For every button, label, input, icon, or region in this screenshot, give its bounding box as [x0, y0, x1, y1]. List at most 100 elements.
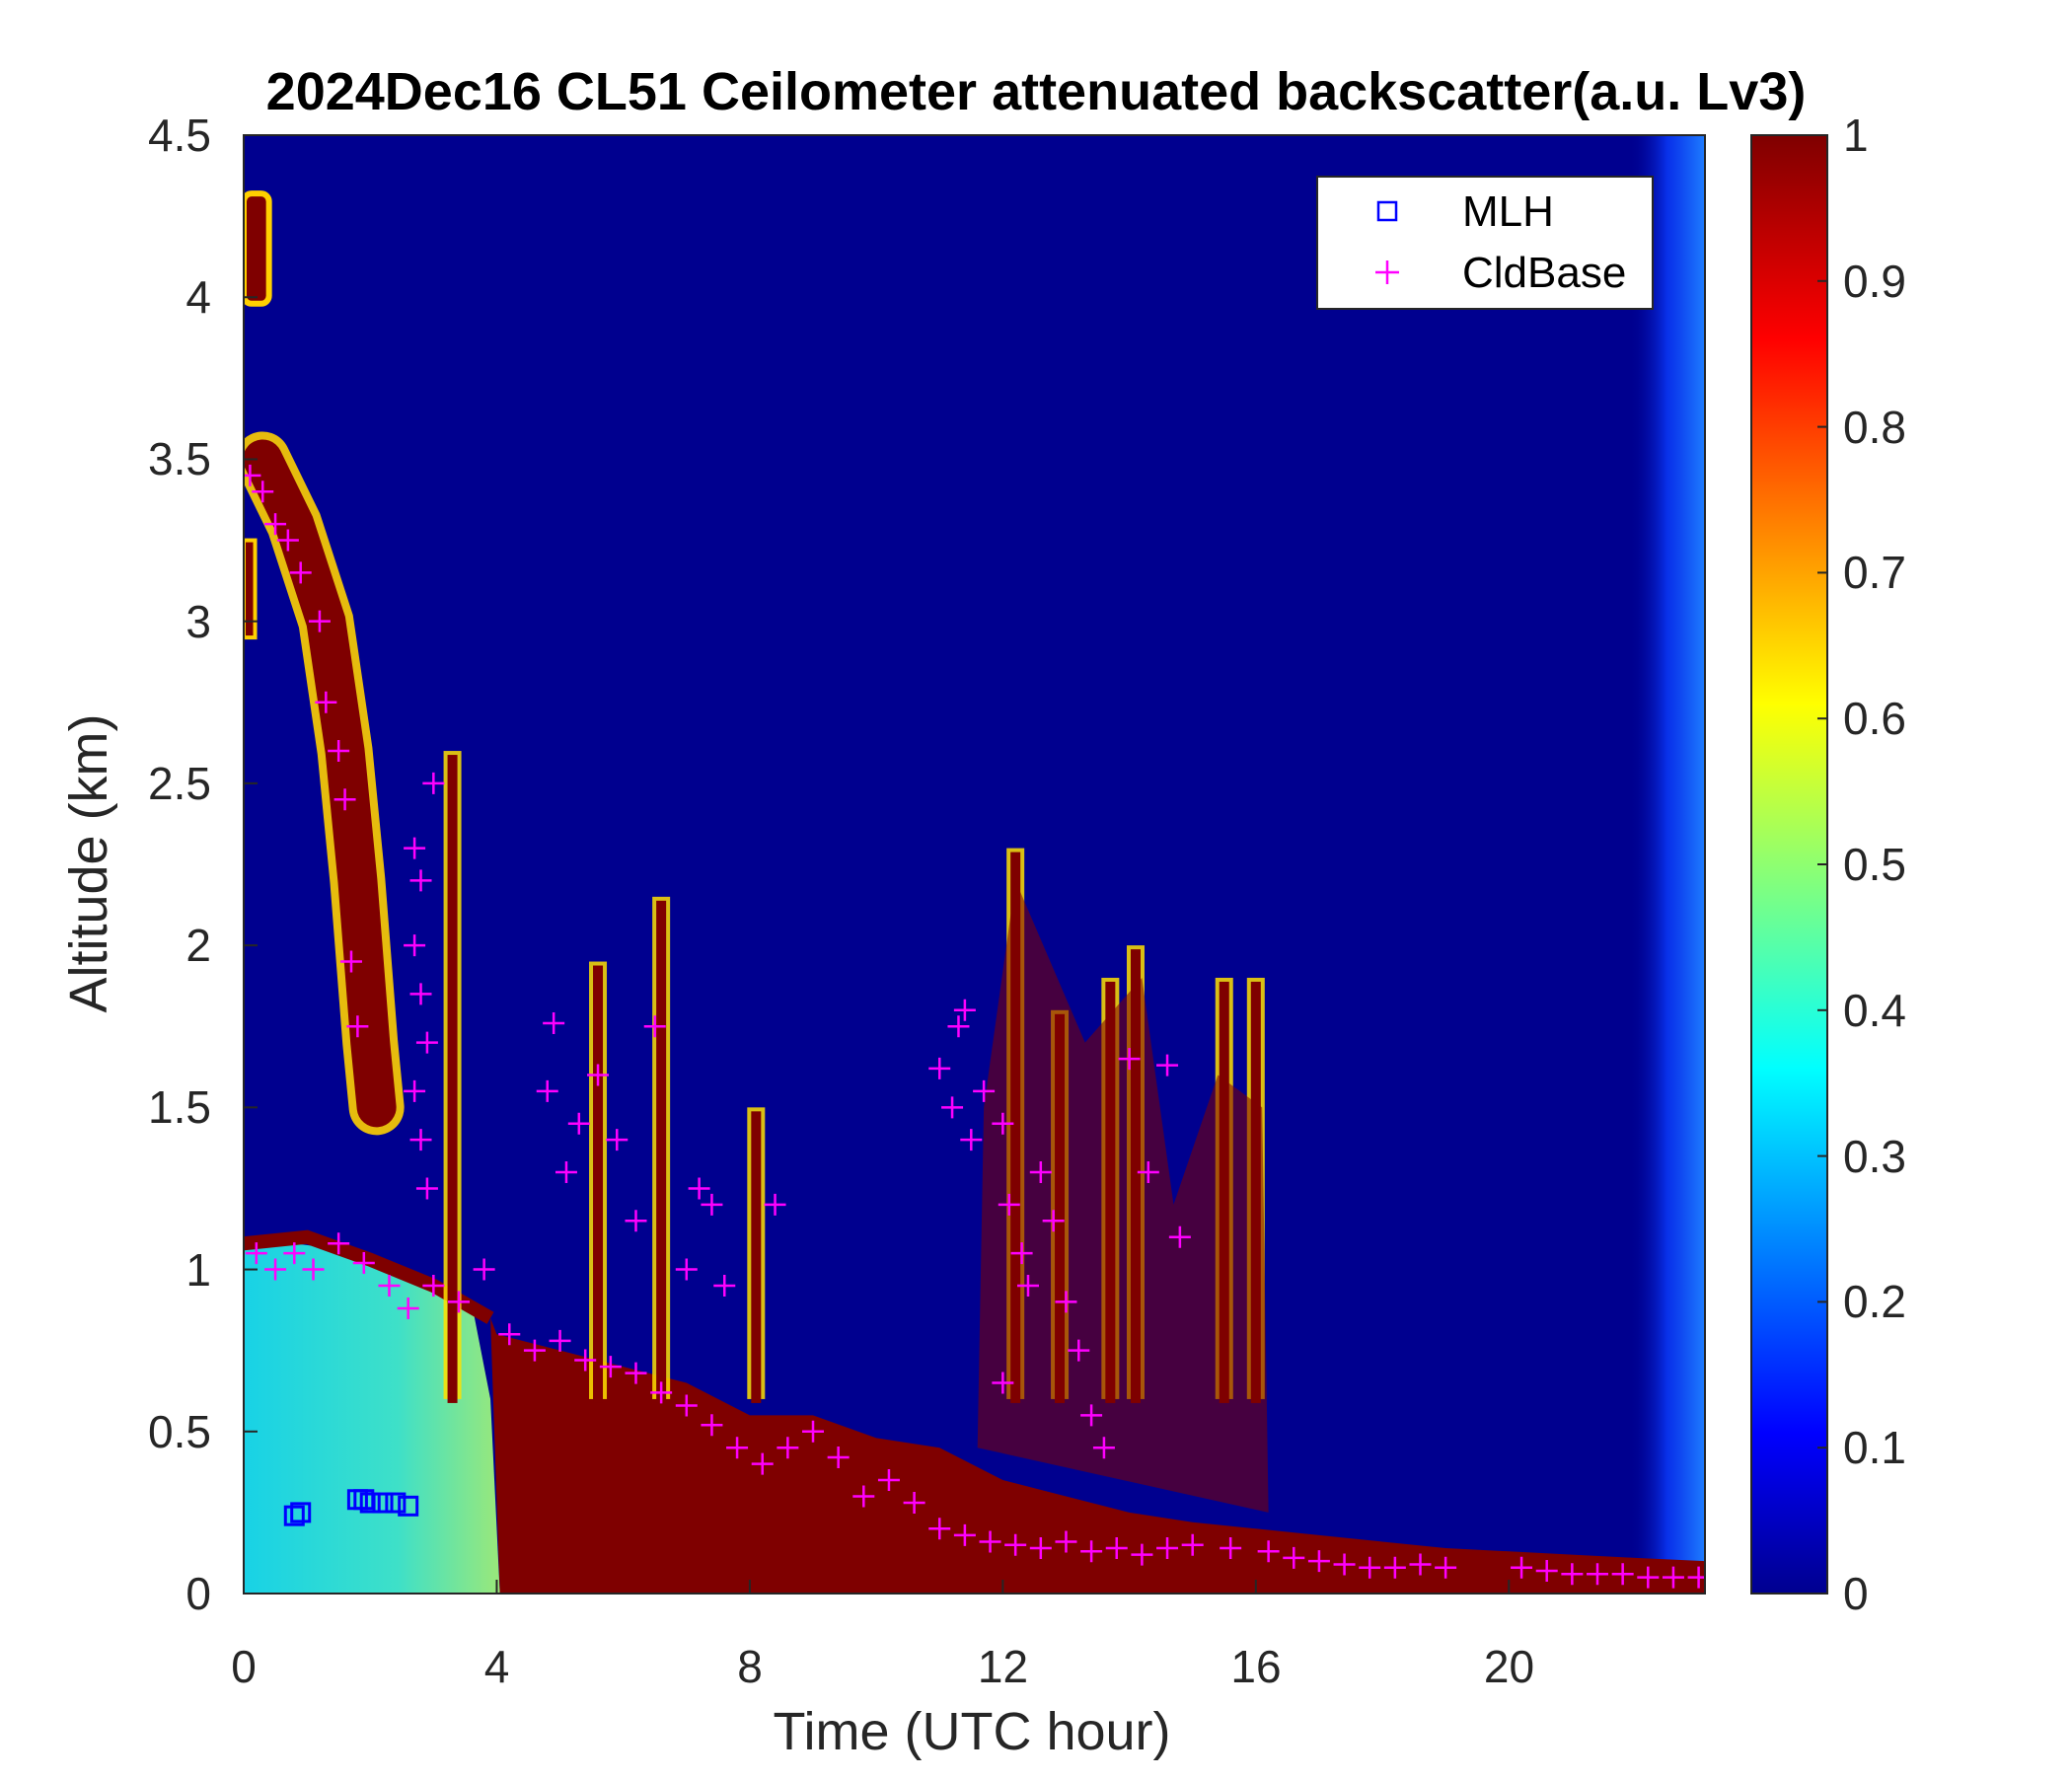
cldbase-marker	[928, 1057, 951, 1079]
y-tick-label: 4	[185, 271, 211, 324]
cldbase-marker	[1055, 1291, 1077, 1313]
cldbase-marker	[1131, 1543, 1153, 1566]
cldbase-marker	[422, 772, 445, 794]
cldbase-marker	[1333, 1553, 1356, 1576]
cldbase-marker	[574, 1349, 597, 1372]
cldbase-marker	[536, 1079, 558, 1102]
cldbase-marker	[1257, 1540, 1280, 1563]
colorbar-tick-label: 0.3	[1843, 1130, 1906, 1182]
cldbase-marker	[333, 788, 356, 811]
plot-frame	[243, 134, 1706, 1595]
cldbase-marker	[1435, 1556, 1457, 1579]
cldbase-marker	[404, 934, 426, 957]
mlh-marker	[372, 1492, 394, 1514]
cldbase-marker	[1307, 1550, 1330, 1573]
cldbase-marker	[1220, 1537, 1242, 1560]
y-tick-label: 2.5	[148, 757, 211, 809]
y-tick-label: 2	[185, 920, 211, 972]
colorbar-tick-label: 0.5	[1843, 839, 1906, 890]
cldbase-marker	[252, 481, 274, 503]
cldbase-marker	[1383, 1556, 1406, 1579]
cldbase-marker	[244, 464, 261, 486]
cldbase-marker	[308, 610, 331, 632]
cldbase-marker	[1587, 1563, 1609, 1586]
x-tick-label: 12	[977, 1641, 1029, 1692]
colorbar	[1750, 134, 1828, 1595]
cldbase-marker	[1042, 1210, 1065, 1232]
legend-entry-cldbase: CldBase	[1318, 245, 1652, 304]
legend-entry-mlh: MLH	[1318, 184, 1652, 243]
cldbase-marker	[1168, 1225, 1191, 1248]
cldbase-marker	[346, 1015, 369, 1038]
cldbase-marker	[1029, 1537, 1052, 1560]
cldbase-marker	[625, 1210, 647, 1232]
cldbase-marker	[751, 1452, 774, 1475]
cldbase-marker	[587, 1064, 610, 1086]
cldbase-marker	[328, 1232, 350, 1255]
cldbase-marker	[1561, 1563, 1584, 1586]
x-axis-label: Time (UTC hour)	[773, 1702, 1171, 1761]
cldbase-marker	[543, 1011, 565, 1034]
cldbase-marker	[979, 1530, 1001, 1553]
mlh-marker	[290, 1502, 312, 1523]
cldbase-marker	[1105, 1537, 1128, 1560]
y-tick-label: 0	[185, 1568, 211, 1619]
cldbase-marker	[992, 1112, 1014, 1135]
cldbase-marker	[397, 1297, 419, 1319]
cldbase-marker	[973, 1079, 996, 1102]
cldbase-marker	[415, 1177, 438, 1200]
cldbase-marker	[567, 1112, 590, 1135]
cldbase-marker	[643, 1015, 666, 1038]
cldbase-marker	[339, 950, 362, 973]
x-tick-label: 16	[1230, 1641, 1282, 1692]
cldbase-marker	[599, 1356, 622, 1378]
cldbase-marker	[264, 513, 287, 536]
cldbase-marker	[328, 740, 350, 763]
cldbase-marker	[1283, 1546, 1305, 1569]
cldbase-marker	[315, 691, 337, 713]
y-tick-label: 4.5	[148, 110, 211, 161]
cldbase-marker	[941, 1096, 964, 1119]
cldbase-marker	[1611, 1563, 1634, 1586]
heatmap-upper-blob	[244, 538, 258, 640]
cldbase-marker	[409, 869, 432, 892]
heatmap-plume	[593, 965, 604, 1403]
cldbase-marker	[1010, 1242, 1033, 1265]
colorbar-tick-label: 0.1	[1843, 1422, 1906, 1474]
cldbase-marker	[1029, 1161, 1052, 1184]
cldbase-marker	[283, 1242, 306, 1265]
cldbase-marker	[404, 837, 426, 859]
cldbase-marker	[713, 1274, 736, 1297]
cldbase-marker	[1511, 1556, 1533, 1579]
cldbase-marker	[1055, 1530, 1077, 1553]
cldbase-marker	[998, 1193, 1020, 1216]
mlh-marker	[359, 1492, 381, 1514]
cldbase-marker	[409, 983, 432, 1005]
cldbase-marker	[675, 1258, 698, 1281]
cldbase-marker	[625, 1362, 647, 1384]
cldbase-marker	[378, 1274, 401, 1297]
cldbase-marker	[947, 1015, 970, 1038]
heatmap-upper-blob	[244, 190, 272, 307]
cldbase-marker	[764, 1193, 786, 1216]
cldbase-marker	[877, 1469, 900, 1492]
cldbase-marker	[953, 999, 976, 1021]
cldbase-marker	[415, 1031, 438, 1054]
colorbar-tick-label: 0.2	[1843, 1276, 1906, 1328]
legend: MLH CldBase	[1316, 176, 1654, 310]
cldbase-marker	[701, 1193, 723, 1216]
heatmap-convective-block	[977, 880, 1269, 1513]
y-tick-label: 1.5	[148, 1081, 211, 1134]
chart-title: 2024Dec16 CL51 Ceilometer attenuated bac…	[265, 62, 1807, 121]
cldbase-marker	[1687, 1566, 1705, 1589]
y-tick-label: 1	[185, 1243, 211, 1296]
cldbase-marker	[1535, 1560, 1558, 1583]
cldbase-marker	[1359, 1556, 1381, 1579]
cldbase-marker	[404, 1079, 426, 1102]
heatmap-background	[244, 135, 1705, 1594]
cldbase-marker	[953, 1523, 976, 1546]
heatmap-plume	[751, 1111, 762, 1403]
cldbase-marker	[549, 1329, 571, 1352]
